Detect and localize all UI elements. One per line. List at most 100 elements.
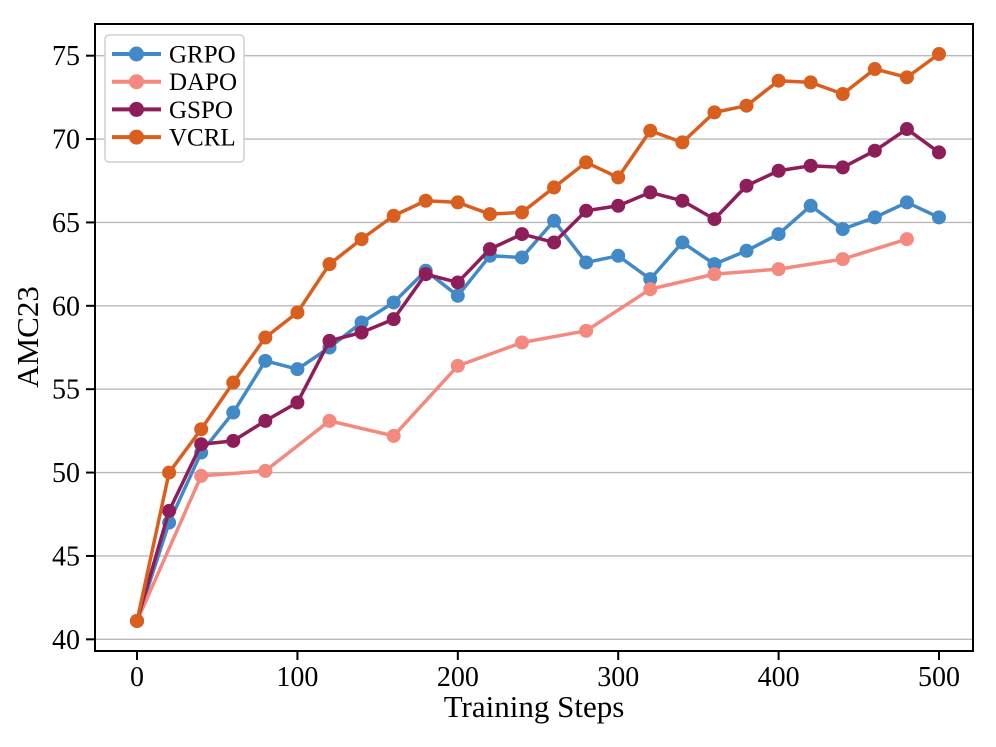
y-tick-label: 55: [52, 375, 80, 406]
y-axis-label: AMC23: [10, 286, 45, 388]
legend-dot-marker: [129, 129, 144, 145]
data-point-GRPO: [579, 255, 594, 270]
data-point-GRPO: [226, 405, 241, 420]
x-tick-label: 200: [437, 662, 479, 693]
data-point-GRPO: [771, 227, 786, 242]
y-tick-label: 40: [52, 625, 80, 656]
y-tick-label: 60: [52, 291, 80, 322]
data-point-GSPO: [162, 503, 177, 518]
data-point-DAPO: [835, 252, 850, 267]
data-point-GRPO: [835, 222, 850, 237]
data-point-VCRL: [450, 195, 465, 210]
data-point-DAPO: [258, 463, 273, 478]
legend-dot-marker: [129, 74, 144, 90]
data-point-DAPO: [579, 323, 594, 338]
data-point-VCRL: [867, 62, 882, 77]
data-point-GRPO: [803, 198, 818, 213]
legend-item-GSPO: GSPO: [112, 97, 233, 124]
data-point-VCRL: [130, 613, 145, 628]
legend-dot-marker: [129, 46, 144, 62]
data-point-GRPO: [547, 213, 562, 228]
data-point-GSPO: [931, 145, 946, 160]
data-point-GRPO: [514, 250, 529, 265]
data-point-VCRL: [835, 87, 850, 102]
data-point-GSPO: [867, 143, 882, 158]
data-point-GSPO: [450, 275, 465, 290]
data-point-GSPO: [803, 158, 818, 173]
data-point-GRPO: [386, 295, 401, 310]
legend-item-label: DAPO: [169, 69, 237, 96]
data-point-GRPO: [611, 248, 626, 263]
data-point-VCRL: [803, 75, 818, 90]
data-point-VCRL: [482, 207, 497, 222]
data-point-VCRL: [643, 123, 658, 138]
data-point-VCRL: [162, 465, 177, 480]
data-point-DAPO: [707, 267, 722, 282]
x-tick-label: 0: [130, 662, 144, 693]
data-point-GRPO: [931, 210, 946, 225]
legend-item-label: GRPO: [169, 42, 236, 69]
data-point-GSPO: [547, 235, 562, 250]
data-point-VCRL: [771, 73, 786, 88]
data-point-GSPO: [418, 267, 433, 282]
data-point-GRPO: [867, 210, 882, 225]
x-tick-label: 300: [597, 662, 639, 693]
data-point-DAPO: [771, 262, 786, 277]
data-point-GSPO: [835, 160, 850, 175]
data-point-VCRL: [386, 208, 401, 223]
data-point-DAPO: [514, 335, 529, 350]
y-tick-label: 65: [52, 208, 80, 239]
data-point-GRPO: [707, 257, 722, 272]
data-point-VCRL: [194, 422, 209, 437]
data-point-VCRL: [258, 330, 273, 345]
data-point-VCRL: [611, 170, 626, 185]
legend-dot-marker: [129, 101, 144, 117]
data-point-DAPO: [899, 232, 914, 247]
y-tick-label: 70: [52, 125, 80, 156]
data-point-GRPO: [290, 362, 305, 377]
data-point-GSPO: [707, 212, 722, 227]
series-layer: [130, 47, 946, 628]
data-point-VCRL: [547, 180, 562, 195]
y-tick-label: 45: [52, 541, 80, 572]
legend-item-label: VCRL: [169, 125, 236, 152]
data-point-DAPO: [194, 468, 209, 483]
x-axis-label: Training Steps: [444, 689, 625, 724]
legend-item-DAPO: DAPO: [112, 69, 237, 96]
data-point-VCRL: [290, 305, 305, 320]
data-point-GSPO: [482, 242, 497, 257]
data-point-VCRL: [322, 257, 337, 272]
legend-box: [104, 34, 245, 163]
axes-layer: 40 45 50 55 60 65 70 75 0 100 200 300 400 500: [52, 23, 974, 693]
data-point-GSPO: [322, 333, 337, 348]
plot-spines: [94, 23, 974, 652]
data-point-GSPO: [514, 227, 529, 242]
data-point-GSPO: [611, 198, 626, 213]
data-point-GSPO: [739, 178, 754, 193]
data-point-GSPO: [386, 312, 401, 327]
data-point-GRPO: [643, 272, 658, 287]
data-point-GSPO: [194, 437, 209, 452]
data-point-GSPO: [258, 413, 273, 428]
x-tick-label: 100: [276, 662, 318, 693]
data-point-GRPO: [258, 353, 273, 368]
data-point-DAPO: [386, 428, 401, 443]
y-tick-label: 75: [52, 41, 80, 72]
data-point-GSPO: [899, 122, 914, 137]
data-point-VCRL: [931, 47, 946, 62]
data-point-GSPO: [226, 433, 241, 448]
data-point-VCRL: [675, 135, 690, 150]
data-point-GSPO: [771, 163, 786, 178]
x-tick-label: 400: [758, 662, 800, 693]
data-point-VCRL: [514, 205, 529, 220]
data-point-VCRL: [579, 155, 594, 170]
y-tick-label: 50: [52, 458, 80, 489]
data-point-GSPO: [675, 193, 690, 208]
data-point-VCRL: [226, 375, 241, 390]
data-point-GRPO: [739, 243, 754, 258]
data-point-VCRL: [899, 70, 914, 85]
data-point-GSPO: [290, 395, 305, 410]
